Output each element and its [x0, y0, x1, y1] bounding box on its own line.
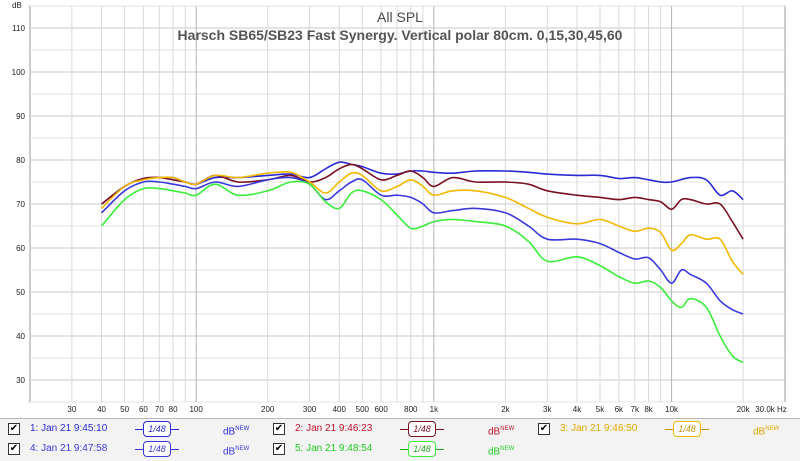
x-tick-label: 80 — [169, 405, 178, 414]
legend-label: 4: Jan 21 9:47:58 — [30, 443, 108, 454]
db-text: dB — [488, 426, 501, 438]
x-tick-label: 3k — [543, 405, 552, 414]
db-offset-label[interactable]: dBNEW — [488, 420, 514, 441]
db-sup: NEW — [765, 426, 780, 432]
x-tick-label: 200 — [261, 405, 275, 414]
db-sup: NEW — [235, 446, 250, 452]
x-tick-label: 30 — [67, 405, 76, 414]
smoothing-button[interactable]: 1/48 — [400, 441, 444, 457]
grid — [29, 5, 786, 403]
y-axis-label: dB — [12, 1, 22, 10]
x-tick-label: 10k — [665, 405, 679, 414]
y-tick-label: 90 — [16, 112, 25, 121]
legend-checkbox[interactable]: ✔ — [8, 443, 20, 455]
db-offset-label[interactable]: dBNEW — [753, 420, 779, 441]
y-tick-label: 30 — [16, 376, 25, 385]
legend-label: 1: Jan 21 9:45:10 — [30, 423, 108, 434]
smoothing-button[interactable]: 1/48 — [400, 421, 444, 437]
x-tick-label: 50 — [120, 405, 129, 414]
legend-checkbox[interactable]: ✔ — [8, 423, 20, 435]
x-tick-label: 6k — [615, 405, 624, 414]
y-tick-label: 80 — [16, 156, 25, 165]
db-sup: NEW — [500, 426, 515, 432]
db-offset-label[interactable]: dBNEW — [223, 420, 249, 441]
y-tick-label: 100 — [12, 68, 26, 77]
x-tick-label: 4k — [573, 405, 582, 414]
x-tick-label: 800 — [404, 405, 418, 414]
legend-item-2[interactable]: ✔ 2: Jan 21 9:46:23 1/48 dBNEW — [273, 420, 523, 438]
x-tick-label: 8k — [644, 405, 653, 414]
db-offset-label[interactable]: dBNEW — [488, 440, 514, 461]
x-tick-label: 400 — [333, 405, 347, 414]
x-tick-label: 600 — [374, 405, 388, 414]
x-tick-label: 5k — [596, 405, 605, 414]
x-tick-label: 40 — [97, 405, 106, 414]
smoothing-button[interactable]: 1/48 — [665, 421, 709, 437]
x-tick-label: 500 — [356, 405, 370, 414]
y-tick-label: 60 — [16, 244, 25, 253]
x-tick-label: 20k — [737, 405, 751, 414]
legend-item-4[interactable]: ✔ 4: Jan 21 9:47:58 1/48 dBNEW — [8, 440, 258, 458]
x-tick-label: 60 — [139, 405, 148, 414]
smoothing-button[interactable]: 1/48 — [135, 441, 179, 457]
y-tick-label: 40 — [16, 332, 25, 341]
series-line-5 — [100, 180, 744, 364]
axes: 30 40 50 60 70 80 90 100 110 30 40 50 60 70 80 100 200 30… — [12, 24, 787, 414]
smoothing-button[interactable]: 1/48 — [135, 421, 179, 437]
chart-subtitle: Harsch SB65/SB23 Fast Synergy. Vertical … — [178, 27, 623, 43]
legend-panel: ✔ 1: Jan 21 9:45:10 1/48 dBNEW ✔ 2: Jan … — [0, 418, 800, 461]
series-group — [100, 161, 744, 364]
chart-title: All SPL — [377, 9, 423, 25]
legend-item-5[interactable]: ✔ 5: Jan 21 9:48:54 1/48 dBNEW — [273, 440, 523, 458]
legend-label: 5: Jan 21 9:48:54 — [295, 443, 373, 454]
db-text: dB — [223, 446, 236, 458]
x-tick-label: 300 — [303, 405, 317, 414]
db-offset-label[interactable]: dBNEW — [223, 440, 249, 461]
x-tick-label: 100 — [189, 405, 203, 414]
legend-label: 3: Jan 21 9:46:50 — [560, 423, 638, 434]
legend-label: 2: Jan 21 9:46:23 — [295, 423, 373, 434]
x-tick-label: 2k — [501, 405, 510, 414]
db-text: dB — [223, 426, 236, 438]
db-sup: NEW — [235, 426, 250, 432]
y-tick-label: 50 — [16, 288, 25, 297]
x-tick-label: 70 — [155, 405, 164, 414]
x-tick-label: 30.0k Hz — [755, 405, 787, 414]
series-line-4 — [101, 176, 744, 315]
x-tick-label: 7k — [631, 405, 640, 414]
y-tick-label: 70 — [16, 200, 25, 209]
legend-item-3[interactable]: ✔ 3: Jan 21 9:46:50 1/48 dBNEW — [538, 420, 788, 438]
legend-item-1[interactable]: ✔ 1: Jan 21 9:45:10 1/48 dBNEW — [8, 420, 258, 438]
db-text: dB — [753, 426, 766, 438]
series-line-3 — [101, 170, 744, 275]
legend-checkbox[interactable]: ✔ — [538, 423, 550, 435]
legend-checkbox[interactable]: ✔ — [273, 423, 285, 435]
db-text: dB — [488, 446, 501, 458]
db-sup: NEW — [500, 446, 515, 452]
y-tick-label: 110 — [12, 24, 25, 33]
x-tick-label: 1k — [430, 405, 439, 414]
spl-chart: 30 40 50 60 70 80 90 100 110 30 40 50 60 70 80 100 200 30… — [12, 1, 787, 414]
legend-checkbox[interactable]: ✔ — [273, 443, 285, 455]
